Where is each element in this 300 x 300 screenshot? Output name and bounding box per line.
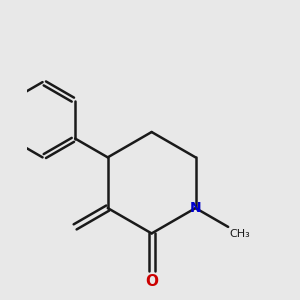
Text: CH₃: CH₃ [230,229,250,238]
Text: O: O [145,274,158,289]
Text: N: N [190,201,201,215]
